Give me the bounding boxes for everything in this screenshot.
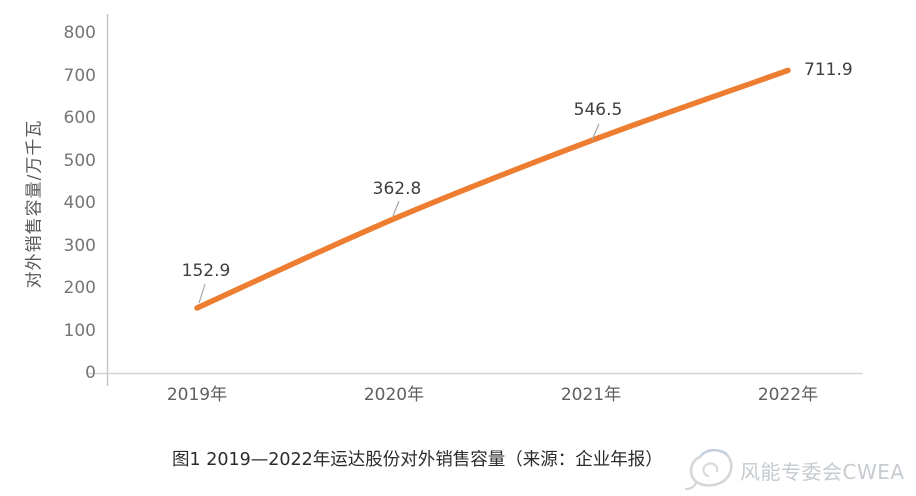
line-chart <box>88 14 863 386</box>
data-label: 152.9 <box>181 261 231 281</box>
y-axis-tick-label: 500 <box>63 150 96 171</box>
watermark: 风能专委会CWEA <box>684 444 916 496</box>
y-axis-tick-label: 0 <box>85 363 96 383</box>
data-label-leader-line <box>591 123 600 141</box>
series-line <box>194 67 791 311</box>
data-label-leader-line <box>198 283 206 304</box>
y-axis-tick-label: 600 <box>63 108 96 128</box>
y-axis-tick-label: 800 <box>63 23 96 43</box>
y-axis-tick-label: 300 <box>63 235 96 256</box>
data-label: 362.8 <box>372 179 422 199</box>
x-axis-tick-label: 2019年 <box>166 385 228 405</box>
data-label: 711.9 <box>804 60 853 80</box>
watermark-text: 风能专委会CWEA <box>740 459 905 484</box>
data-label: 546.5 <box>573 100 623 120</box>
data-label-leader-line <box>392 200 400 217</box>
y-axis-tick-label: 100 <box>63 320 96 341</box>
y-axis-tick-label: 200 <box>63 278 96 298</box>
y-axis-tick-label: 700 <box>63 65 96 86</box>
x-axis-tick-label: 2022年 <box>757 385 819 405</box>
cwea-swirl-logo-icon <box>684 448 733 491</box>
x-axis-tick-label: 2021年 <box>560 385 622 405</box>
y-axis-tick-label: 400 <box>63 193 96 213</box>
y-axis-title: 对外销售容量/万千瓦 <box>24 119 45 289</box>
x-axis-tick-label: 2020年 <box>363 385 425 405</box>
figure-caption: 图1 2019—2022年运达股份对外销售容量（来源：企业年报） <box>172 450 663 470</box>
